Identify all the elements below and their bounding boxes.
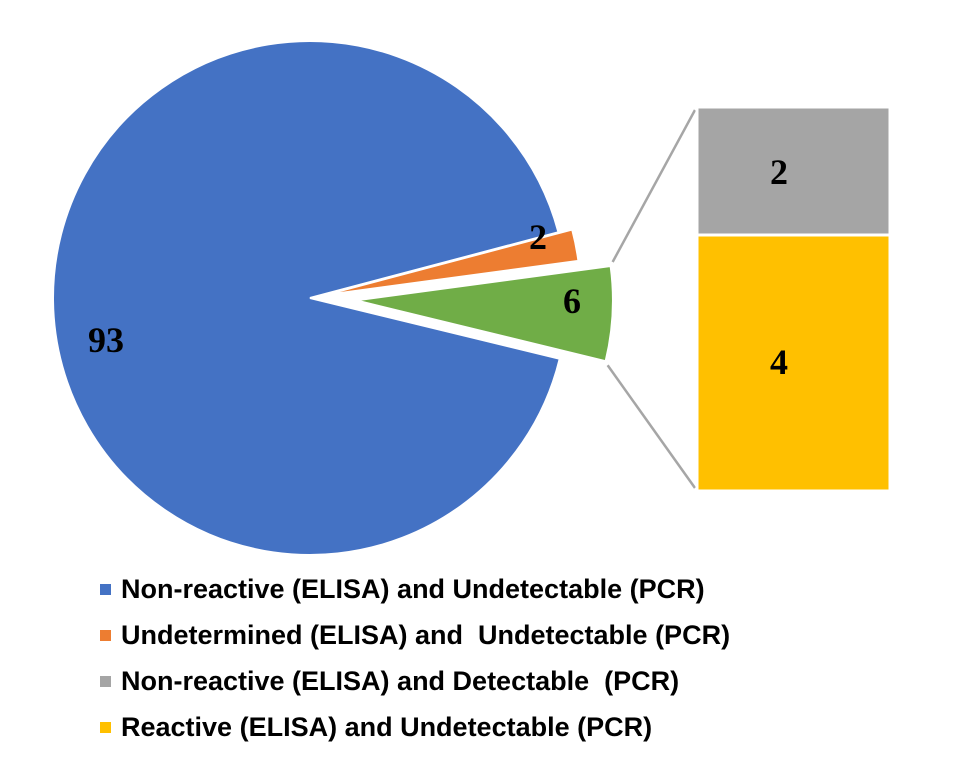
pie-of-pie-chart: 93 2 6 2 4 <box>52 40 892 556</box>
pie-slice-non-reactive-undetectable <box>52 40 561 556</box>
connector-line-bottom <box>606 364 697 489</box>
legend-label: Reactive (ELISA) and Undetectable (PCR) <box>121 711 653 742</box>
breakout-bar <box>695 105 892 493</box>
legend-swatch <box>100 583 111 595</box>
data-labels: 93 2 6 2 4 <box>88 152 788 382</box>
legend-swatch <box>100 721 111 733</box>
connector-line-top <box>611 109 697 263</box>
legend: Non-reactive (ELISA) and Undetectable (P… <box>100 566 730 750</box>
legend-item: Non-reactive (ELISA) and Undetectable (P… <box>100 566 730 612</box>
data-label-4-bar: 4 <box>770 342 788 382</box>
bar-segment-reactive-undetectable <box>695 233 892 493</box>
pie-group <box>52 40 614 556</box>
legend-label: Undetermined (ELISA) and Undetectable (P… <box>121 619 731 650</box>
data-label-2-bar: 2 <box>770 152 788 192</box>
bar-segment-non-reactive-detectable <box>695 105 892 237</box>
data-label-93: 93 <box>88 320 124 360</box>
pie-slice-undetermined-undetectable <box>323 228 580 297</box>
pie-slice-other <box>355 264 614 363</box>
connector-lines <box>606 109 697 489</box>
legend-item: Undetermined (ELISA) and Undetectable (P… <box>100 612 730 658</box>
data-label-2-pie: 2 <box>529 217 547 257</box>
data-label-6: 6 <box>563 281 581 321</box>
legend-label: Non-reactive (ELISA) and Detectable (PCR… <box>121 665 680 696</box>
legend-label: Non-reactive (ELISA) and Undetectable (P… <box>121 573 705 604</box>
legend-item: Reactive (ELISA) and Undetectable (PCR) <box>100 704 730 750</box>
legend-swatch <box>100 629 111 641</box>
legend-swatch <box>100 675 111 687</box>
legend-item: Non-reactive (ELISA) and Detectable (PCR… <box>100 658 730 704</box>
